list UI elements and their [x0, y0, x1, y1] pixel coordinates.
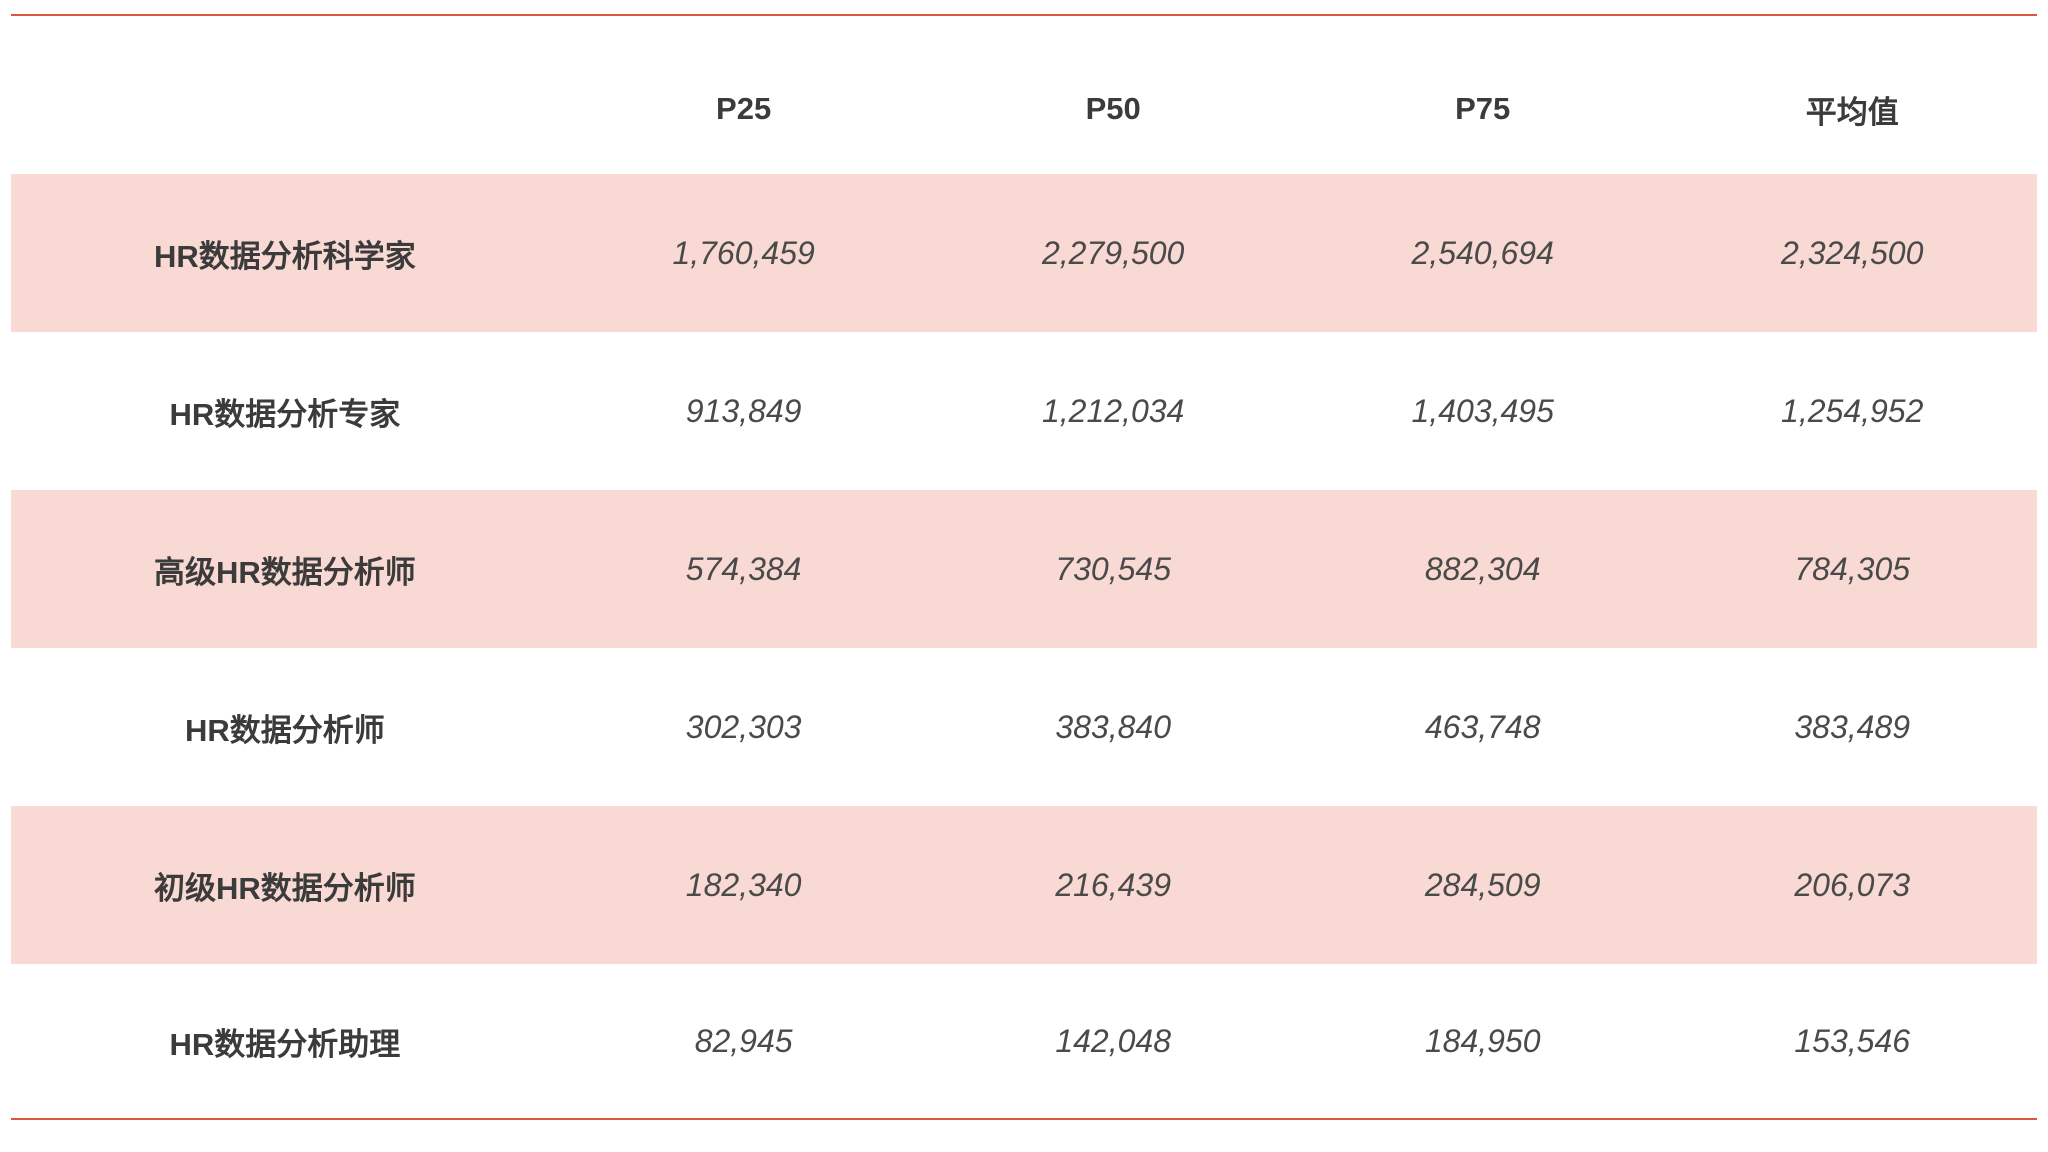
- cell-p50: 142,048: [1055, 1022, 1171, 1059]
- cell-average: 2,324,500: [1781, 234, 1924, 271]
- header-p50: P50: [1085, 91, 1141, 126]
- table-row: HR数据分析助理 82,945 142,048 184,950 153,546: [11, 964, 2037, 1118]
- cell-p75: 463,748: [1424, 708, 1541, 745]
- row-label: HR数据分析师: [185, 712, 385, 748]
- row-label: 高级HR数据分析师: [154, 554, 416, 590]
- table-row: HR数据分析科学家 1,760,459 2,279,500 2,540,694 …: [11, 174, 2037, 332]
- cell-average: 1,254,952: [1781, 392, 1924, 429]
- cell-p50: 730,545: [1055, 550, 1171, 587]
- cell-average: 383,489: [1794, 708, 1911, 745]
- cell-p75: 882,304: [1424, 550, 1541, 587]
- cell-p25: 182,340: [685, 866, 802, 903]
- header-average: 平均值: [1805, 94, 1899, 130]
- row-label: HR数据分析专家: [169, 396, 401, 432]
- cell-average: 784,305: [1794, 550, 1911, 587]
- header-p75: P75: [1455, 91, 1511, 126]
- cell-p25: 574,384: [685, 550, 802, 587]
- cell-p25: 302,303: [685, 708, 802, 745]
- cell-p75: 284,509: [1424, 866, 1541, 903]
- cell-p75: 2,540,694: [1411, 234, 1554, 271]
- cell-p25: 913,849: [685, 392, 802, 429]
- cell-p50: 216,439: [1055, 866, 1171, 903]
- table-row: 初级HR数据分析师 182,340 216,439 284,509 206,07…: [11, 806, 2037, 964]
- cell-average: 206,073: [1794, 866, 1911, 903]
- row-label: HR数据分析科学家: [154, 238, 416, 274]
- cell-p50: 2,279,500: [1041, 234, 1185, 271]
- table-top-rule: [11, 14, 2037, 16]
- header-p25: P25: [716, 91, 772, 126]
- row-label: 初级HR数据分析师: [154, 870, 416, 906]
- cell-p50: 383,840: [1055, 708, 1171, 745]
- cell-average: 153,546: [1794, 1022, 1911, 1059]
- table-row: HR数据分析师 302,303 383,840 463,748 383,489: [11, 648, 2037, 806]
- cell-p75: 1,403,495: [1411, 392, 1554, 429]
- table-row: 高级HR数据分析师 574,384 730,545 882,304 784,30…: [11, 490, 2037, 648]
- table-header-row: P25 P50 P75 平均值: [11, 30, 2037, 188]
- salary-table: P25 P50 P75 平均值 HR数据分析科学家 1,760,459 2,27…: [11, 14, 2037, 1120]
- cell-p75: 184,950: [1424, 1022, 1541, 1059]
- cell-p25: 1,760,459: [672, 234, 815, 271]
- cell-p25: 82,945: [694, 1022, 793, 1059]
- row-label: HR数据分析助理: [169, 1026, 401, 1062]
- table-bottom-rule: [11, 1118, 2037, 1120]
- table-row: HR数据分析专家 913,849 1,212,034 1,403,495 1,2…: [11, 332, 2037, 490]
- cell-p50: 1,212,034: [1041, 392, 1185, 429]
